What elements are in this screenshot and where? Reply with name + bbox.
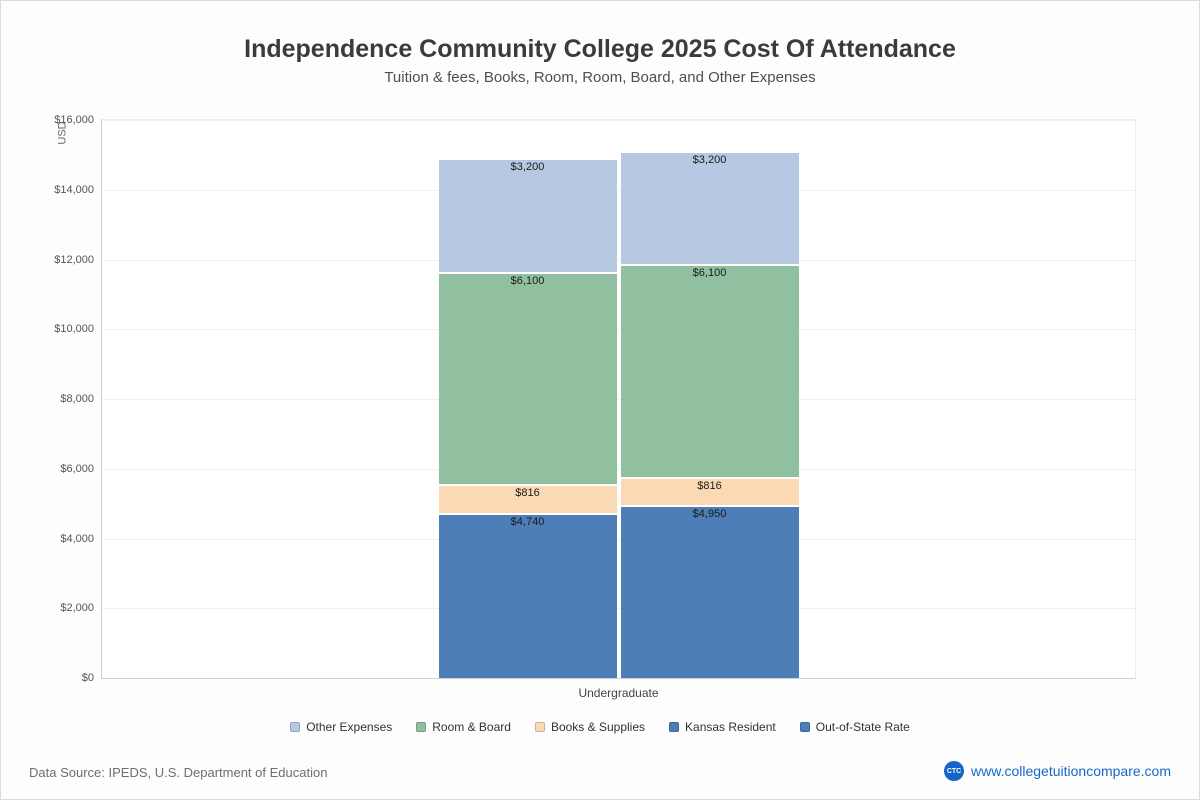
legend-label: Out-of-State Rate (815, 720, 910, 734)
chart-title: Independence Community College 2025 Cost… (244, 35, 956, 63)
y-tick-label: $0 (81, 672, 94, 684)
legend-label: Room & Board (432, 720, 511, 734)
segment-value-label: $3,200 (510, 160, 545, 173)
footer-site: CTC www.collegetuitioncompare.com (944, 761, 1171, 781)
segment-value-label: $3,200 (692, 153, 727, 166)
legend-item-room-board[interactable]: Room & Board (416, 720, 511, 734)
bars-group: $3,200 $6,100 $816 $4,740 $3,200 $6,100 $816 $4… (438, 152, 799, 678)
bar-segment-room-board[interactable]: $6,100 (438, 271, 617, 485)
y-tick-label: $16,000 (54, 114, 94, 126)
site-link[interactable]: www.collegetuitioncompare.com (971, 763, 1171, 779)
segment-value-label: $816 (515, 487, 540, 500)
segment-value-label: $816 (697, 479, 722, 492)
segment-value-label: $4,740 (510, 515, 545, 528)
bar-segment-room-board[interactable]: $6,100 (620, 264, 799, 477)
legend-item-other-expenses[interactable]: Other Expenses (290, 720, 392, 734)
bar-kansas-resident[interactable]: $3,200 $6,100 $816 $4,740 (438, 159, 617, 678)
legend-label: Books & Supplies (550, 720, 646, 734)
legend-swatch-icon (416, 722, 427, 732)
y-tick-label: $14,000 (54, 183, 94, 196)
legend-swatch-icon (799, 722, 810, 732)
x-axis-category-label: Undergraduate (578, 686, 659, 700)
legend-label: Other Expenses (306, 720, 393, 734)
bar-segment-books-supplies[interactable]: $816 (620, 476, 799, 506)
bar-segment-other-expenses[interactable]: $3,200 (620, 152, 799, 265)
legend-swatch-icon (534, 722, 545, 732)
bar-segment-other-expenses[interactable]: $3,200 (438, 159, 617, 272)
y-tick-label: $10,000 (54, 323, 94, 336)
legend: Other Expenses Room & Board Books & Suppli… (1, 720, 1199, 734)
bar-segment-kansas-resident[interactable]: $4,740 (438, 512, 617, 678)
bar-segment-books-supplies[interactable]: $816 (438, 484, 617, 513)
legend-item-out-of-state-rate[interactable]: Out-of-State Rate (799, 720, 910, 734)
bar-segment-out-of-state-rate[interactable]: $4,950 (620, 505, 799, 678)
ctc-logo-icon: CTC (944, 761, 965, 781)
legend-label: Kansas Resident (685, 720, 776, 734)
y-tick-label: $8,000 (60, 393, 94, 405)
y-tick-label: $4,000 (60, 532, 94, 545)
legend-swatch-icon (669, 722, 680, 732)
data-source-text: Data Source: IPEDS, U.S. Department of E… (29, 765, 328, 780)
segment-value-label: $4,950 (692, 508, 727, 521)
legend-item-kansas-resident[interactable]: Kansas Resident (669, 720, 776, 734)
y-tick-label: $2,000 (60, 602, 94, 615)
y-tick-label: $6,000 (60, 462, 94, 475)
gridline (102, 120, 1135, 121)
segment-value-label: $6,100 (692, 267, 727, 280)
bar-out-of-state-rate[interactable]: $3,200 $6,100 $816 $4,950 (620, 152, 799, 678)
segment-value-label: $6,100 (510, 274, 545, 287)
plot-area: $0 $2,000 $4,000 $6,000 $8,000 $10,000 $12,000… (54, 114, 1136, 684)
y-tick-label: $12,000 (54, 253, 94, 266)
legend-item-books-supplies[interactable]: Books & Supplies (534, 720, 646, 734)
chart-subtitle: Tuition & fees, Books, Room, Room, Board… (384, 69, 816, 86)
legend-swatch-icon (290, 722, 301, 732)
